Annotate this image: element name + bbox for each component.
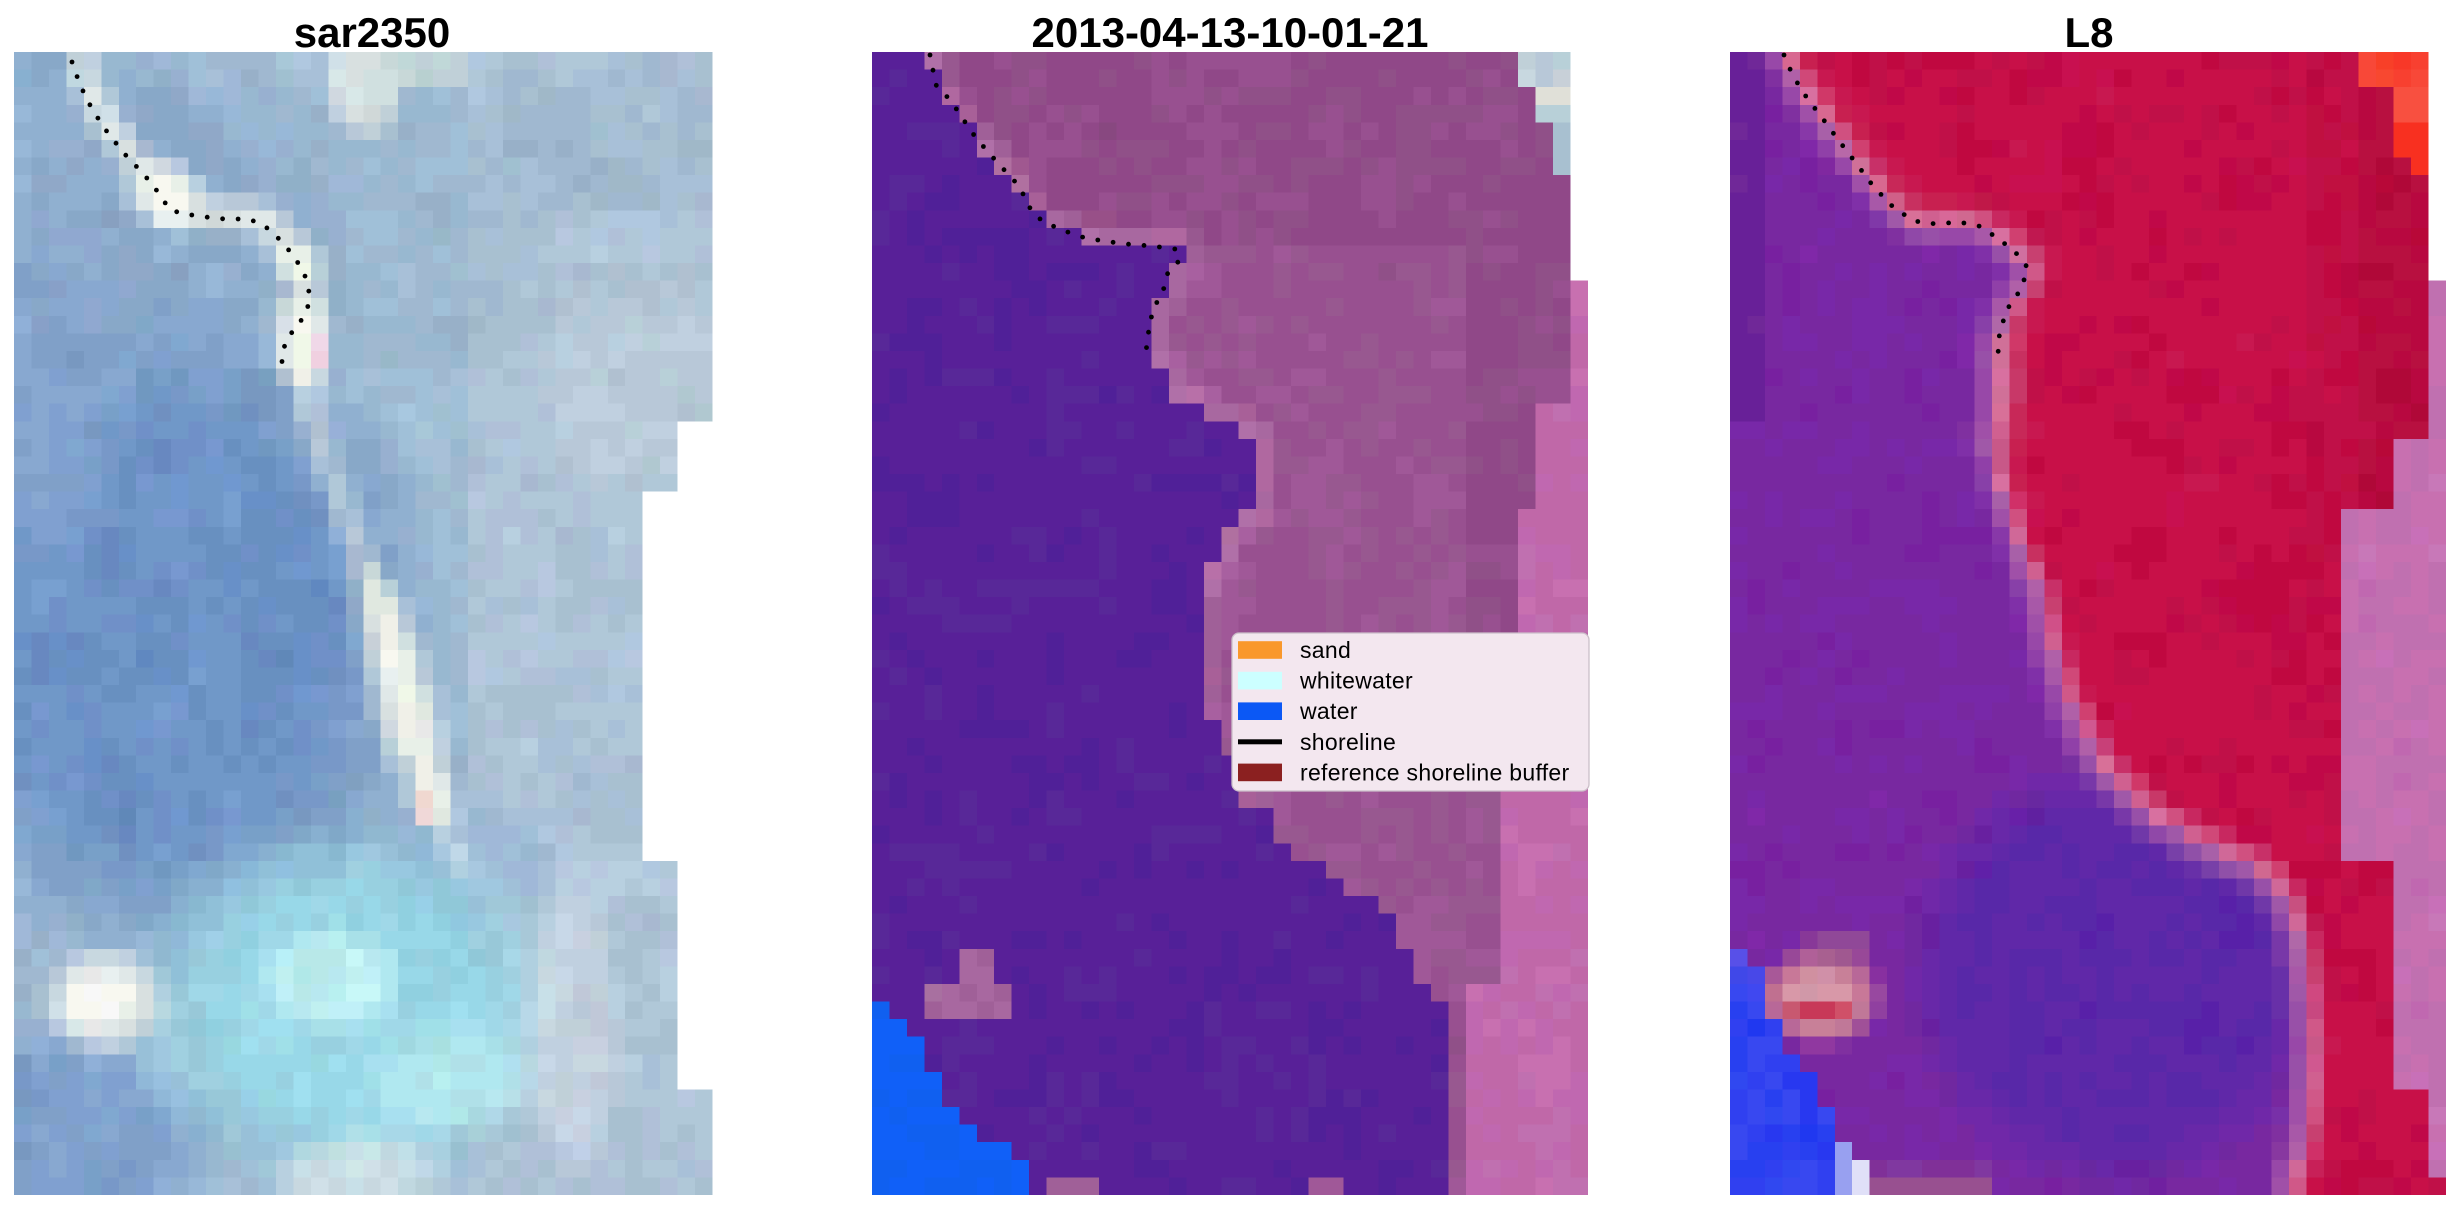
svg-text:sand: sand (1300, 637, 1351, 663)
svg-text:whitewater: whitewater (1299, 668, 1413, 694)
svg-text:sar2350: sar2350 (294, 9, 451, 56)
svg-text:shoreline: shoreline (1300, 729, 1396, 755)
svg-text:2013-04-13-10-01-21: 2013-04-13-10-01-21 (1032, 9, 1429, 56)
svg-text:reference shoreline buffer: reference shoreline buffer (1300, 759, 1570, 785)
svg-text:L8: L8 (2064, 9, 2113, 56)
svg-text:water: water (1299, 698, 1358, 724)
